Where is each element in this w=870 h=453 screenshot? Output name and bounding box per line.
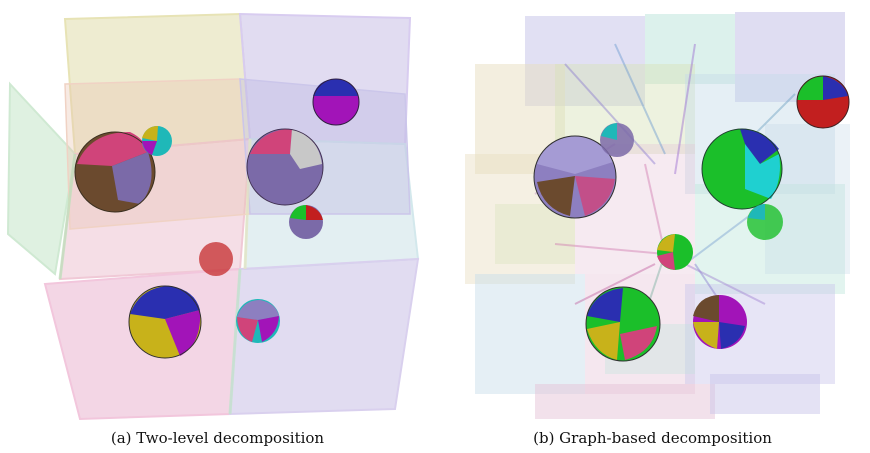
sphere-small-top: [142, 126, 172, 156]
sphere-upper-right: [312, 78, 360, 126]
sphere-small-center: [657, 234, 693, 270]
sphere-large-lower-left: [128, 285, 202, 359]
caption-graph-based: (b) Graph-based decomposition: [533, 429, 772, 447]
sphere-large-upper-left: [74, 131, 156, 213]
sphere-small-right: [747, 204, 783, 240]
sphere-medium-lower-right: [236, 299, 280, 343]
sphere-small-center: [199, 242, 233, 276]
sphere-small-right: [289, 205, 323, 239]
cell-blocks: [6, 12, 420, 421]
sphere-large-left: [533, 135, 617, 219]
panel-two-level: (a) Two-level decomposition: [6, 12, 420, 447]
two-level-decomposition-figure: [6, 12, 420, 421]
sphere-small-top: [600, 123, 634, 157]
sphere-large-lower: [585, 286, 661, 362]
caption-two-level: (a) Two-level decomposition: [110, 429, 325, 447]
panel-graph-based: (b) Graph-based decomposition: [435, 0, 870, 453]
graph-based-decomposition-figure: [465, 12, 850, 419]
sphere-large-center: [246, 128, 324, 206]
cell-blocks: [465, 12, 850, 419]
sphere-medium-lower-right: [693, 295, 747, 349]
sphere-large-center: [701, 128, 783, 210]
sphere-upper-right: [796, 75, 850, 129]
